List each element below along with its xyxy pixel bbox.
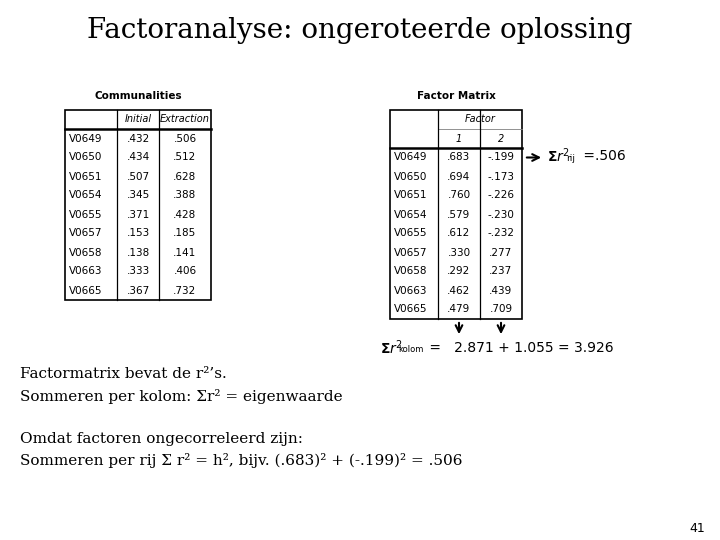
Text: V0650: V0650 — [394, 172, 428, 181]
Text: V0658: V0658 — [394, 267, 428, 276]
Text: V0657: V0657 — [394, 247, 428, 258]
Text: .333: .333 — [127, 267, 150, 276]
Text: .371: .371 — [127, 210, 150, 219]
Text: V0649: V0649 — [394, 152, 428, 163]
Text: .732: .732 — [174, 286, 197, 295]
Text: Factor: Factor — [464, 114, 495, 125]
Text: .479: .479 — [447, 305, 471, 314]
Text: Communalities: Communalities — [94, 91, 182, 101]
Text: -.226: -.226 — [487, 191, 515, 200]
Text: $\mathbf{\Sigma}$$r^2$: $\mathbf{\Sigma}$$r^2$ — [380, 339, 403, 357]
Text: 2: 2 — [498, 133, 504, 144]
Text: .439: .439 — [490, 286, 513, 295]
Text: .760: .760 — [447, 191, 471, 200]
Text: .330: .330 — [447, 247, 471, 258]
Text: V0654: V0654 — [394, 210, 428, 219]
Text: .694: .694 — [447, 172, 471, 181]
FancyBboxPatch shape — [390, 110, 522, 319]
Text: .277: .277 — [490, 247, 513, 258]
Text: V0665: V0665 — [69, 286, 102, 295]
Text: V0655: V0655 — [394, 228, 428, 239]
Text: .141: .141 — [174, 247, 197, 258]
Text: V0663: V0663 — [394, 286, 428, 295]
Text: Factor Matrix: Factor Matrix — [417, 91, 495, 101]
Text: -.199: -.199 — [487, 152, 515, 163]
Text: rij: rij — [566, 154, 575, 163]
Text: Factormatrix bevat de r²’s.: Factormatrix bevat de r²’s. — [20, 367, 227, 381]
Text: 1: 1 — [456, 133, 462, 144]
Text: =.506: =.506 — [579, 150, 626, 164]
Text: .367: .367 — [127, 286, 150, 295]
Text: .138: .138 — [127, 247, 150, 258]
Text: .388: .388 — [174, 191, 197, 200]
Text: -.232: -.232 — [487, 228, 515, 239]
Text: .462: .462 — [447, 286, 471, 295]
Text: .612: .612 — [447, 228, 471, 239]
Text: -.173: -.173 — [487, 172, 515, 181]
Text: V0649: V0649 — [69, 133, 102, 144]
Text: .345: .345 — [127, 191, 150, 200]
Text: .512: .512 — [174, 152, 197, 163]
Text: Sommeren per rij Σ r² = h², bijv. (.683)² + (-.199)² = .506: Sommeren per rij Σ r² = h², bijv. (.683)… — [20, 454, 462, 469]
Text: .237: .237 — [490, 267, 513, 276]
Text: .579: .579 — [447, 210, 471, 219]
Text: .432: .432 — [127, 133, 150, 144]
Text: Extraction: Extraction — [160, 114, 210, 125]
Text: V0663: V0663 — [69, 267, 102, 276]
Text: .507: .507 — [127, 172, 150, 181]
Text: V0654: V0654 — [69, 191, 102, 200]
Text: Factoranalyse: ongeroteerde oplossing: Factoranalyse: ongeroteerde oplossing — [87, 17, 633, 44]
Text: .709: .709 — [490, 305, 513, 314]
Text: .292: .292 — [447, 267, 471, 276]
Text: .628: .628 — [174, 172, 197, 181]
Text: V0651: V0651 — [69, 172, 102, 181]
Text: Initial: Initial — [125, 114, 152, 125]
Text: Sommeren per kolom: Σr² = eigenwaarde: Sommeren per kolom: Σr² = eigenwaarde — [20, 388, 343, 403]
Text: .153: .153 — [127, 228, 150, 239]
Text: .506: .506 — [174, 133, 197, 144]
Text: -.230: -.230 — [487, 210, 514, 219]
Text: .428: .428 — [174, 210, 197, 219]
Text: .683: .683 — [447, 152, 471, 163]
Text: V0658: V0658 — [69, 247, 102, 258]
Text: V0651: V0651 — [394, 191, 428, 200]
Text: .406: .406 — [174, 267, 197, 276]
Text: $\mathbf{\Sigma}$$r^2$: $\mathbf{\Sigma}$$r^2$ — [547, 146, 570, 165]
Text: =   2.871 + 1.055 = 3.926: = 2.871 + 1.055 = 3.926 — [425, 341, 613, 355]
Text: .185: .185 — [174, 228, 197, 239]
Text: kolom: kolom — [398, 346, 423, 354]
Text: V0650: V0650 — [69, 152, 102, 163]
FancyBboxPatch shape — [65, 110, 211, 300]
Text: V0665: V0665 — [394, 305, 428, 314]
Text: Omdat factoren ongecorreleerd zijn:: Omdat factoren ongecorreleerd zijn: — [20, 432, 303, 446]
Text: V0655: V0655 — [69, 210, 102, 219]
Text: V0657: V0657 — [69, 228, 102, 239]
Text: .434: .434 — [127, 152, 150, 163]
Text: 41: 41 — [689, 522, 705, 535]
